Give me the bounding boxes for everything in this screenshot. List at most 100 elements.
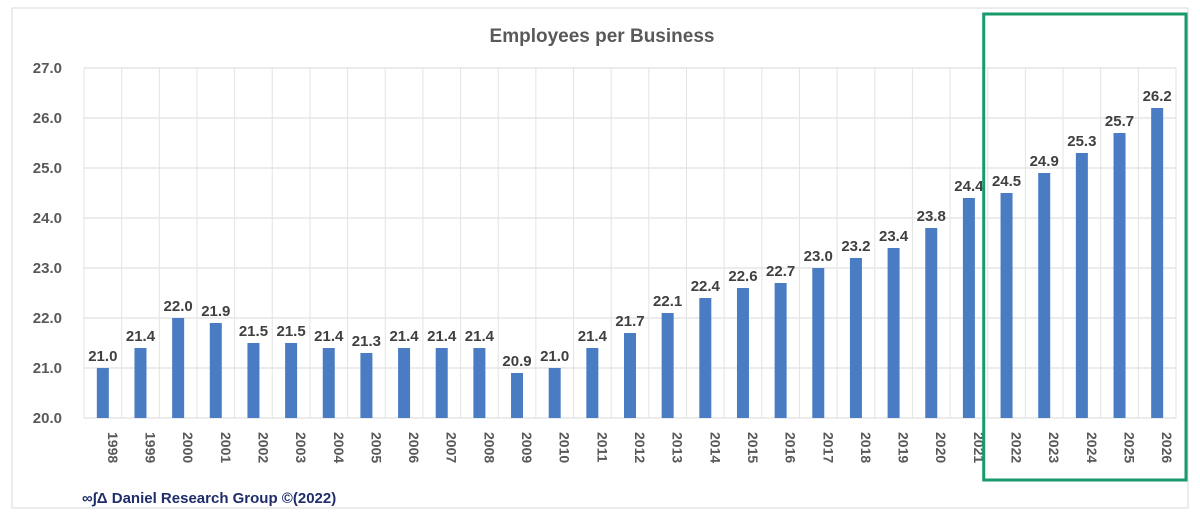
bar-2004 [322,348,335,418]
x-tick-label-2015: 2015 [745,432,761,463]
data-label-2015: 22.6 [728,268,757,285]
data-label-2009: 20.9 [502,353,531,370]
data-label-2018: 23.2 [841,238,870,255]
y-tick-label: 25.0 [33,160,62,177]
x-tick-label-2010: 2010 [557,432,573,463]
bar-2007 [435,348,448,418]
x-tick-label-2024: 2024 [1084,432,1100,463]
data-label-2021: 24.4 [954,178,984,195]
x-tick-label-2009: 2009 [519,432,535,463]
x-tick-label-2000: 2000 [180,432,196,463]
bar-2014 [699,298,712,418]
x-tick-label-2023: 2023 [1046,432,1062,463]
x-tick-label-2019: 2019 [896,432,912,463]
data-label-2022: 24.5 [992,173,1021,190]
bar-2016 [774,283,787,418]
chart-area-border [11,7,1189,509]
x-tick-label-2022: 2022 [1009,432,1025,463]
bar-1998 [96,368,109,418]
x-tick-label-2002: 2002 [255,432,271,463]
x-tick-label-2013: 2013 [670,432,686,463]
bar-2026 [1151,108,1164,418]
gridlines [83,67,1177,419]
x-tick-label-1998: 1998 [105,432,121,463]
y-axis-ticks: 20.0 21.0 22.0 23.0 24.0 25.0 26.0 27.0 [33,60,62,427]
data-label-2007: 21.4 [427,328,457,345]
x-tick-label-2020: 2020 [933,432,949,463]
data-label-2001: 21.9 [201,303,230,320]
data-labels: 21.0 21.4 22.0 21.9 21.5 21.5 21.4 21.3 21.4 21.4… [88,88,1172,370]
chart-title: Employees per Business [490,26,715,47]
bar-2001 [209,323,222,418]
data-label-2011: 21.4 [578,328,608,345]
x-tick-label-2017: 2017 [820,432,836,463]
x-axis-ticks: 1998 1999 2000 2001 2002 2003 2004 2005 2006 2007… [105,432,1175,463]
bar-2009 [511,373,524,418]
x-tick-label-2005: 2005 [368,432,384,463]
bar-2019 [887,248,900,418]
data-label-2025: 25.7 [1105,113,1134,130]
bar-2017 [812,268,825,418]
bar-2010 [548,368,561,418]
bar-2024 [1075,153,1088,418]
data-label-2006: 21.4 [389,328,419,345]
x-tick-label-1999: 1999 [142,432,158,463]
bar-2015 [736,288,749,418]
bar-2003 [285,343,298,418]
bar-2022 [1000,193,1013,418]
x-tick-label-2016: 2016 [783,432,799,463]
data-label-2003: 21.5 [277,323,306,340]
data-label-2013: 22.1 [653,293,682,310]
data-label-2004: 21.4 [314,328,344,345]
data-label-1998: 21.0 [88,348,117,365]
y-tick-label: 20.0 [33,410,62,427]
x-tick-label-2025: 2025 [1122,432,1138,463]
data-label-2017: 23.0 [804,248,833,265]
x-tick-label-2001: 2001 [218,432,234,463]
bar-2020 [925,228,938,418]
y-tick-label: 21.0 [33,360,62,377]
bar-2025 [1113,133,1126,418]
x-tick-label-2004: 2004 [331,432,347,463]
data-label-2005: 21.3 [352,333,381,350]
bar-2008 [473,348,486,418]
forecast-highlight-box [982,12,1188,482]
data-label-2012: 21.7 [615,313,644,330]
bar-2011 [586,348,599,418]
bar-2021 [962,198,975,418]
data-label-2016: 22.7 [766,263,795,280]
x-tick-label-2026: 2026 [1159,432,1175,463]
data-label-2020: 23.8 [917,208,946,225]
bar-2018 [849,258,862,418]
bar-2012 [624,333,636,418]
data-label-1999: 21.4 [126,328,156,345]
data-label-2026: 26.2 [1143,88,1172,105]
bar-2023 [1038,173,1051,418]
data-label-2010: 21.0 [540,348,569,365]
x-tick-label-2014: 2014 [707,432,723,463]
y-tick-label: 23.0 [33,260,62,277]
x-tick-label-2007: 2007 [444,432,460,463]
data-label-2014: 22.4 [691,278,721,295]
bar-2002 [247,343,260,418]
x-tick-label-2003: 2003 [293,432,309,463]
data-label-2019: 23.4 [879,228,909,245]
bar-1999 [134,348,147,418]
bar-2006 [398,348,411,418]
y-tick-label: 22.0 [33,310,62,327]
x-tick-label-2006: 2006 [406,432,422,463]
y-tick-label: 26.0 [33,110,62,127]
x-tick-label-2018: 2018 [858,432,874,463]
data-label-2024: 25.3 [1067,133,1096,150]
y-tick-label: 24.0 [33,210,62,227]
bar-2005 [360,353,373,418]
data-label-2008: 21.4 [465,328,495,345]
y-tick-label: 27.0 [33,60,62,77]
data-label-2000: 22.0 [164,298,193,315]
bar-2013 [661,313,674,418]
data-label-2002: 21.5 [239,323,268,340]
x-tick-label-2011: 2011 [594,432,610,463]
data-label-2023: 24.9 [1030,153,1059,170]
